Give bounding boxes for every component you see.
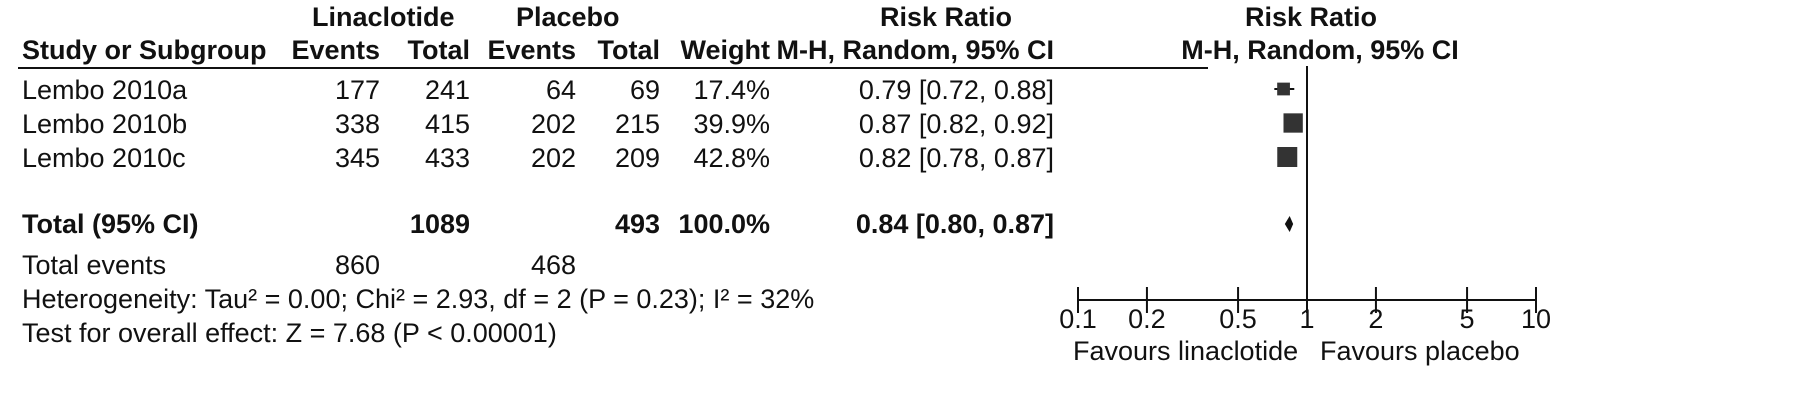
study-marker (1283, 113, 1303, 133)
tick-label: 0.1 (1059, 304, 1097, 334)
total1-cell: 415 (424, 109, 470, 139)
total-events2: 468 (530, 250, 576, 280)
total1-cell: 1089 (409, 209, 470, 239)
events2-cell: 202 (530, 143, 576, 173)
table-method-header: M-H, Random, 95% CI (776, 35, 1054, 65)
total2-cell: 493 (614, 209, 660, 239)
tick-label: 5 (1459, 304, 1475, 334)
total2-cell: 215 (614, 109, 660, 139)
tick-label: 1 (1299, 304, 1315, 334)
tick-label: 0.2 (1128, 304, 1166, 334)
events1-header: Events (291, 35, 380, 65)
events1-cell: 345 (334, 143, 380, 173)
ci-cell: 0.79 [0.72, 0.88] (858, 75, 1054, 105)
weight-cell: 17.4% (693, 75, 770, 105)
total-label: Total (95% CI) (22, 209, 199, 239)
total1-cell: 433 (424, 143, 470, 173)
header-rule (18, 67, 1208, 69)
events2-header: Events (487, 35, 576, 65)
ci-cell: 0.87 [0.82, 0.92] (858, 109, 1054, 139)
total-events1: 860 (334, 250, 380, 280)
heterogeneity-text: Heterogeneity: Tau² = 0.00; Chi² = 2.93,… (22, 284, 815, 314)
plot-rr-header: Risk Ratio (1245, 2, 1378, 32)
events2-cell: 64 (545, 75, 576, 105)
events1-cell: 338 (334, 109, 380, 139)
study-name: Lembo 2010b (22, 109, 188, 139)
weight-cell: 39.9% (693, 109, 770, 139)
group2-header: Placebo (516, 2, 620, 32)
tick-label: 2 (1368, 304, 1384, 334)
study-marker (1277, 147, 1298, 167)
tick-label: 10 (1520, 304, 1552, 334)
weight-header: Weight (680, 35, 771, 65)
study-name: Lembo 2010a (22, 75, 188, 105)
total1-header: Total (407, 35, 471, 65)
ci-cell: 0.82 [0.78, 0.87] (858, 143, 1054, 173)
overall-effect-text: Test for overall effect: Z = 7.68 (P < 0… (22, 318, 557, 348)
total-ci: 0.84 [0.80, 0.87] (855, 209, 1054, 239)
tick-label: 0.5 (1219, 304, 1257, 334)
table-rr-header: Risk Ratio (880, 2, 1013, 32)
total1-cell: 241 (424, 75, 470, 105)
total-weight: 100.0% (678, 209, 770, 239)
plot-method-header: M-H, Random, 95% CI (1181, 35, 1459, 65)
study-name: Lembo 2010c (22, 143, 186, 173)
group1-header: Linaclotide (312, 2, 455, 32)
favours-left-label: Favours linaclotide (1073, 336, 1299, 366)
study-header: Study or Subgroup (22, 35, 267, 65)
events1-cell: 177 (334, 75, 380, 105)
total-events-label: Total events (22, 250, 167, 280)
total2-header: Total (597, 35, 661, 65)
study-marker (1277, 82, 1290, 96)
pooled-diamond (1284, 216, 1294, 232)
weight-cell: 42.8% (693, 143, 770, 173)
events2-cell: 202 (530, 109, 576, 139)
total2-cell: 209 (614, 143, 660, 173)
total2-cell: 69 (629, 75, 660, 105)
favours-right-label: Favours placebo (1320, 336, 1520, 366)
